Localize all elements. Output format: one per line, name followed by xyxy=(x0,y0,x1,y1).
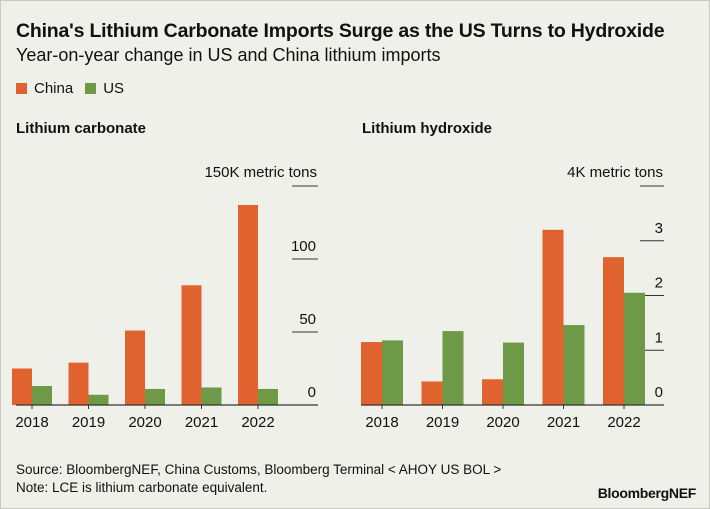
x-tick-label-hydroxide-2022: 2022 xyxy=(607,414,640,431)
panel-title-hydroxide: Lithium hydroxide xyxy=(362,120,493,137)
x-tick-label-hydroxide-2019: 2019 xyxy=(426,414,459,431)
y-tick-label-carbonate-0: 0 xyxy=(308,384,316,401)
legend-swatch-us xyxy=(85,83,97,94)
bar-carbonate-china-2020 xyxy=(125,330,145,405)
x-tick-label-carbonate-2022: 2022 xyxy=(241,414,274,431)
y-tick-label-hydroxide-0: 0 xyxy=(655,384,663,401)
panel-title-carbonate: Lithium carbonate xyxy=(16,120,147,137)
bar-hydroxide-china-2020 xyxy=(482,379,503,405)
x-tick-label-hydroxide-2021: 2021 xyxy=(547,414,580,431)
lce-note: Note: LCE is lithium carbonate equivalen… xyxy=(16,480,268,495)
x-tick-label-hydroxide-2020: 2020 xyxy=(486,414,519,431)
bar-carbonate-china-2018 xyxy=(12,368,32,405)
bar-carbonate-us-2022 xyxy=(258,388,278,405)
y-tick-label-carbonate-100: 100 xyxy=(291,238,316,255)
legend-label-china: China xyxy=(34,80,74,97)
legend-item-us: US xyxy=(85,80,124,97)
bar-carbonate-china-2022 xyxy=(238,204,258,405)
bar-hydroxide-us-2022 xyxy=(624,292,645,405)
legend-label-us: US xyxy=(103,80,125,97)
source-note: Source: BloombergNEF, China Customs, Blo… xyxy=(16,462,502,477)
bar-carbonate-us-2021 xyxy=(201,387,222,405)
bar-hydroxide-us-2021 xyxy=(563,325,585,405)
x-tick-label-carbonate-2018: 2018 xyxy=(15,414,48,431)
bar-hydroxide-us-2020 xyxy=(503,342,524,405)
chart-title: China's Lithium Carbonate Imports Surge … xyxy=(16,20,665,42)
bar-carbonate-us-2019 xyxy=(88,394,109,405)
legend-item-china: China xyxy=(16,80,73,97)
footer: Source: BloombergNEF, China Customs, Blo… xyxy=(16,461,501,497)
unit-label-hydroxide: 4K metric tons xyxy=(567,164,663,181)
unit-label-carbonate: 150K metric tons xyxy=(204,164,317,181)
bar-hydroxide-china-2021 xyxy=(542,229,564,405)
bar-carbonate-china-2019 xyxy=(68,362,89,405)
chart-subtitle: Year-on-year change in US and China lith… xyxy=(16,45,441,65)
y-tick-label-hydroxide-3: 3 xyxy=(655,220,663,237)
bar-carbonate-china-2021 xyxy=(181,285,202,405)
y-tick-label-hydroxide-2: 2 xyxy=(655,275,663,292)
bar-hydroxide-china-2019 xyxy=(421,381,443,405)
bar-hydroxide-us-2019 xyxy=(442,331,464,405)
x-tick-label-carbonate-2019: 2019 xyxy=(72,414,105,431)
legend: China US xyxy=(16,80,136,97)
x-tick-label-hydroxide-2018: 2018 xyxy=(365,414,398,431)
bar-carbonate-us-2020 xyxy=(145,388,165,405)
bar-carbonate-us-2018 xyxy=(32,386,52,405)
bar-hydroxide-china-2022 xyxy=(603,257,624,405)
x-tick-label-carbonate-2020: 2020 xyxy=(128,414,161,431)
brand-logo: BloombergNEF xyxy=(597,485,697,501)
y-tick-label-carbonate-50: 50 xyxy=(299,311,316,328)
x-tick-label-carbonate-2021: 2021 xyxy=(185,414,218,431)
legend-swatch-china xyxy=(16,83,27,94)
y-tick-label-hydroxide-1: 1 xyxy=(655,329,663,346)
bar-hydroxide-us-2018 xyxy=(382,340,403,405)
bar-hydroxide-china-2018 xyxy=(361,342,382,405)
